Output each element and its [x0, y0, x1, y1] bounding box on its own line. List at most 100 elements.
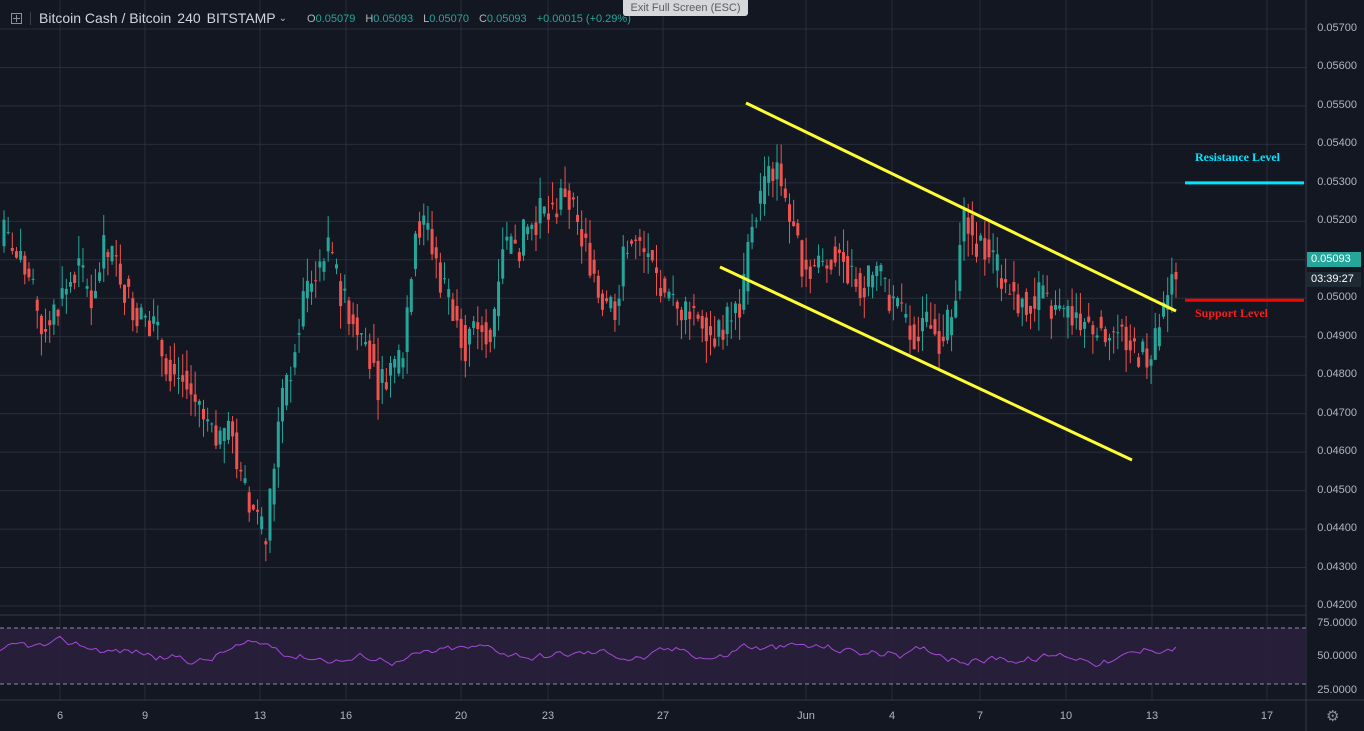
rsi-line: [0, 635, 1177, 668]
candle-body: [1008, 293, 1012, 295]
candle-body: [147, 320, 151, 337]
candle-body: [484, 322, 488, 345]
symbol-name[interactable]: Bitcoin Cash / Bitcoin: [39, 10, 172, 26]
candle-body: [305, 280, 309, 299]
candle-body: [958, 245, 962, 291]
candle-body: [991, 250, 995, 253]
candle-body: [987, 239, 991, 258]
candle-body: [833, 246, 837, 263]
candle-body: [459, 318, 463, 348]
candle-body: [210, 423, 214, 425]
candle-body: [713, 338, 717, 347]
candle-body: [983, 238, 987, 260]
price-tick-label: 0.05500: [1317, 98, 1357, 111]
candle-body: [197, 400, 201, 405]
candle-body: [625, 252, 629, 254]
candle-body: [1087, 316, 1091, 322]
candle-body: [891, 296, 895, 299]
candle-body: [152, 316, 156, 324]
candle-body: [201, 408, 205, 420]
candle-body: [19, 251, 23, 260]
price-tick-label: 0.05200: [1317, 214, 1357, 227]
candle-body: [605, 298, 609, 302]
exchange-label[interactable]: BITSTAMP: [206, 10, 276, 26]
candle-body: [808, 266, 812, 279]
candle-body: [916, 336, 920, 342]
candle-body: [472, 321, 476, 329]
candle-body: [418, 221, 422, 238]
candle-body: [172, 364, 176, 375]
candle-body: [812, 265, 816, 267]
candle-body: [372, 344, 376, 363]
candle-body: [925, 311, 929, 322]
candle-body: [214, 425, 218, 446]
time-tick-label: 20: [454, 710, 468, 722]
candle-body: [73, 274, 77, 284]
compare-symbol-icon[interactable]: [11, 13, 22, 24]
ohlc-open: O0.05079: [307, 13, 356, 25]
gear-icon[interactable]: ⚙: [1326, 708, 1340, 725]
candle-body: [44, 329, 48, 332]
channel-lower-line: [719, 265, 1133, 462]
symbol-title[interactable]: Bitcoin Cash / Bitcoin 240 BITSTAMP: [39, 10, 276, 26]
candle-body: [975, 243, 979, 257]
candle-body: [89, 290, 93, 309]
candle-body: [555, 213, 559, 218]
candle-body: [310, 283, 314, 292]
bar-countdown-tag: 03:39:27: [1307, 272, 1361, 287]
candle-body: [118, 263, 122, 285]
time-tick-label: 13: [1145, 710, 1159, 722]
candle-body: [1066, 306, 1070, 318]
candle-body: [276, 421, 280, 468]
candle-body: [929, 325, 933, 329]
candle-body: [796, 223, 800, 236]
interval-label[interactable]: 240: [177, 10, 201, 26]
candle-body: [293, 352, 297, 368]
candle-body: [609, 296, 613, 309]
candle-body: [1116, 332, 1120, 334]
candle-body: [355, 317, 359, 336]
candle-body: [239, 469, 243, 472]
candle-body: [596, 275, 600, 298]
candle-body: [725, 306, 729, 335]
time-tick-label: 7: [976, 710, 984, 722]
chevron-down-icon[interactable]: ⌄: [278, 13, 288, 24]
candle-body: [908, 325, 912, 340]
candle-body: [438, 262, 442, 293]
price-tick-label: 0.04700: [1317, 406, 1357, 419]
candle-body: [351, 314, 355, 325]
candle-body: [64, 288, 68, 295]
candle-body: [77, 258, 81, 266]
candle-body: [875, 265, 879, 277]
candle-body: [842, 252, 846, 262]
candle-body: [667, 291, 671, 299]
candle-body: [1083, 321, 1087, 329]
candle-body: [538, 198, 542, 224]
time-tick-label: 4: [888, 710, 896, 722]
candle-body: [376, 360, 380, 401]
rsi-tick-label: 75.0000: [1317, 617, 1357, 629]
candle-body: [1024, 291, 1028, 315]
candle-body: [767, 166, 771, 183]
candle-body: [168, 359, 172, 382]
price-tick-label: 0.04200: [1317, 599, 1357, 611]
candle-body: [754, 220, 758, 222]
candle-body: [480, 325, 484, 333]
rsi-band-fill: [0, 628, 1306, 684]
candle-body: [746, 242, 750, 292]
candle-body: [679, 309, 683, 321]
candle-body: [879, 265, 883, 272]
exit-fullscreen-button[interactable]: Exit Full Screen (ESC): [623, 0, 748, 16]
candle-body: [434, 247, 438, 259]
candle-body: [1004, 279, 1008, 283]
candle-body: [526, 226, 530, 235]
candle-body: [563, 188, 567, 198]
candle-body: [318, 261, 322, 268]
candle-body: [185, 370, 189, 390]
candle-body: [1166, 295, 1170, 310]
candle-body: [235, 432, 239, 470]
candle-body: [817, 255, 821, 268]
candle-body: [2, 219, 6, 247]
candle-body: [1103, 329, 1107, 343]
